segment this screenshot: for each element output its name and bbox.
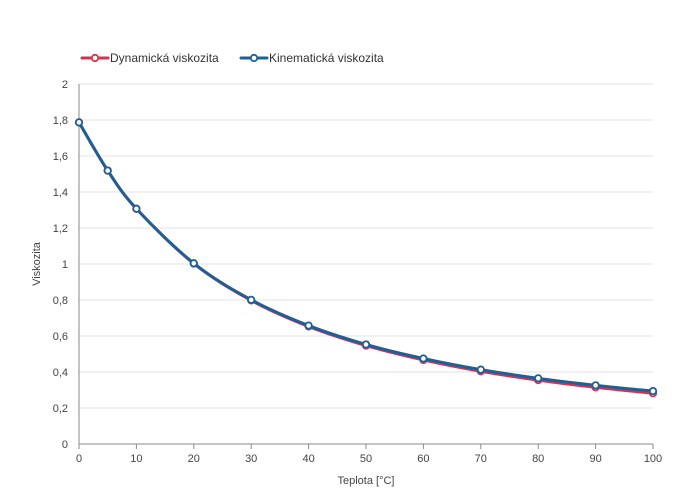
x-tick-label: 10	[130, 453, 142, 465]
x-tick-label: 60	[417, 453, 429, 465]
series-line	[77, 120, 655, 395]
y-tick-label: 0	[62, 439, 68, 451]
data-point	[648, 386, 658, 396]
data-point	[361, 340, 371, 349]
y-tick-label: 0,8	[53, 295, 68, 307]
x-tick-label: 70	[475, 453, 487, 465]
data-point	[74, 118, 84, 127]
legend: Dynamická viskozita Kinematická viskozita	[80, 51, 384, 65]
y-tick-label: 1,8	[53, 115, 68, 127]
x-tick-label: 0	[76, 453, 82, 465]
legend-item-2: Kinematická viskozita	[239, 51, 384, 65]
grid-lines	[79, 83, 653, 409]
legend-marker	[249, 53, 259, 63]
y-tick-label: 0,2	[53, 403, 68, 415]
data-point	[132, 204, 141, 213]
legend-item-1: Dynamická viskozita	[80, 51, 219, 65]
x-tick-label: 100	[644, 453, 662, 465]
series-2	[74, 118, 658, 396]
y-tick-label: 1	[62, 259, 68, 271]
data-point	[476, 365, 485, 374]
data-point	[591, 381, 600, 390]
data-point	[247, 295, 256, 304]
data-point	[304, 321, 313, 330]
y-tick-label: 1,6	[53, 151, 68, 163]
legend-marker	[90, 53, 100, 63]
x-tick-label: 20	[188, 453, 200, 465]
x-tick-label: 90	[589, 453, 601, 465]
x-tick-label: 50	[360, 453, 372, 465]
x-axis-title: Teplota [°C]	[338, 475, 395, 487]
axes: 00,20,40,60,811,21,41,61,820 10 20 30 40 50 60…	[53, 79, 662, 465]
data-point	[189, 259, 198, 268]
x-tick-label: 40	[302, 453, 314, 465]
series-lines	[74, 118, 658, 398]
data-point	[103, 166, 112, 175]
legend-label: Dynamická viskozita	[110, 51, 219, 65]
y-tick-label: 1,2	[53, 223, 68, 235]
series-1	[74, 118, 658, 398]
y-tick-label: 1,4	[53, 187, 68, 199]
legend-label: Kinematická viskozita	[269, 51, 384, 65]
y-tick-label: 2	[62, 79, 68, 91]
y-tick-label: 0,6	[53, 331, 68, 343]
x-tick-label: 30	[245, 453, 257, 465]
y-tick-label: 0,4	[53, 367, 68, 379]
series-line	[77, 120, 655, 393]
x-tick-label: 80	[532, 453, 544, 465]
data-point	[419, 354, 428, 363]
y-axis-title: Viskozita	[31, 241, 43, 286]
data-point	[534, 374, 543, 383]
